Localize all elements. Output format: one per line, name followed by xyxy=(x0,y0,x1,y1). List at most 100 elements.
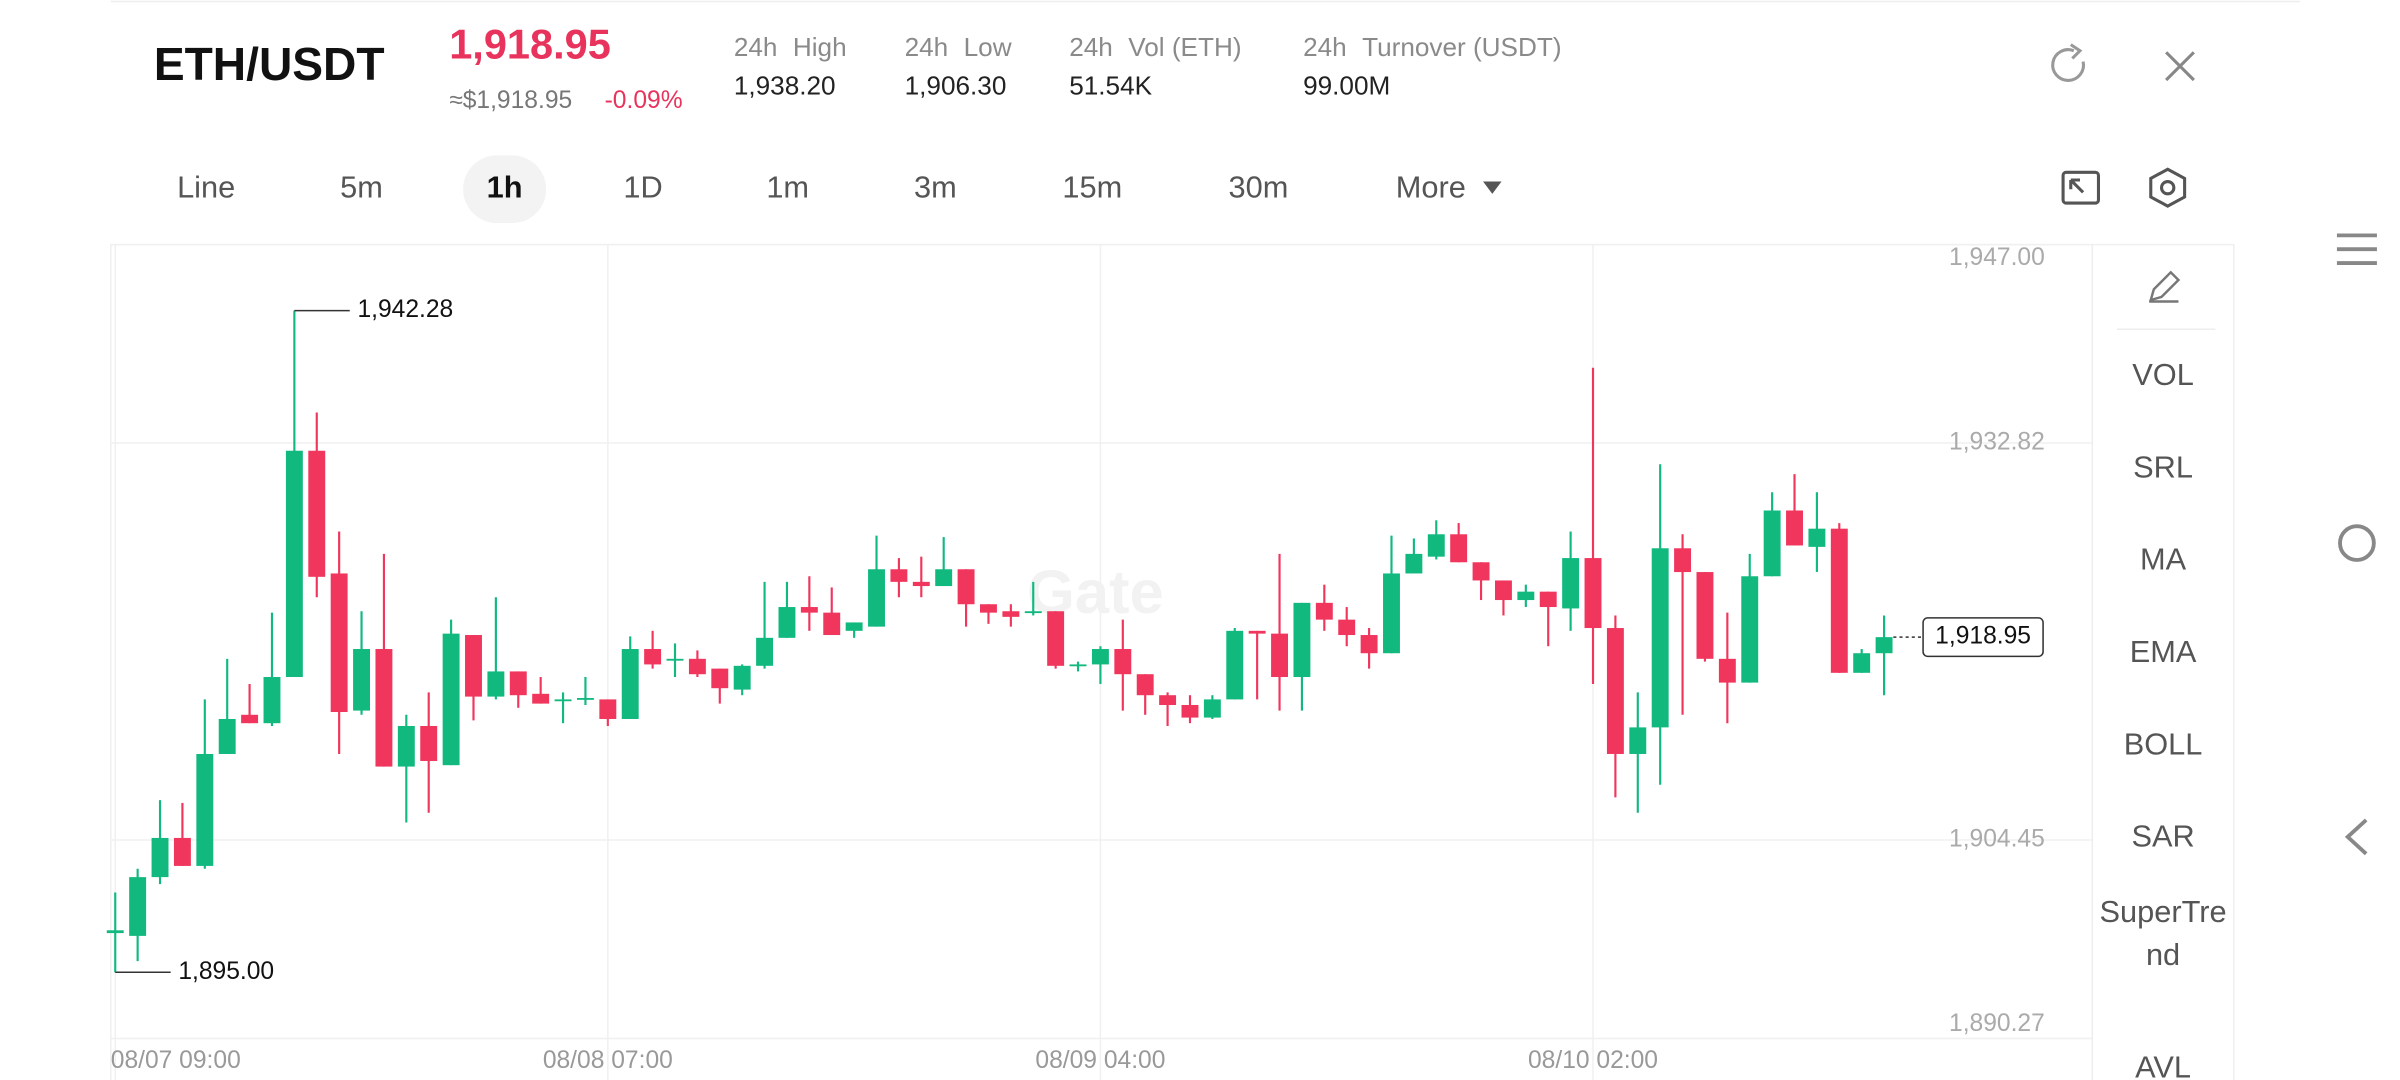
candle-body xyxy=(666,658,684,661)
candle-body xyxy=(442,633,460,766)
dropdown-caret xyxy=(1483,181,1502,194)
menu-button[interactable] xyxy=(2336,233,2377,265)
candle-body xyxy=(1315,602,1333,620)
price-tag-label: 1,918.95 xyxy=(1935,623,2031,650)
extreme-label: 1,895.00 xyxy=(178,958,274,985)
candle-body xyxy=(1293,602,1311,678)
candle-body xyxy=(1047,611,1065,666)
stats: 24h High 1,938.20 24h Low 1,906.30 24h Vol (ETH… xyxy=(734,32,1562,100)
stat-label: 24h Turnover (USDT) xyxy=(1303,32,1561,62)
refresh-button[interactable] xyxy=(2051,43,2086,82)
home-button[interactable] xyxy=(2338,524,2376,562)
candle-body xyxy=(957,569,975,605)
draw-tool-button[interactable] xyxy=(2148,270,2181,303)
candle-body xyxy=(1159,695,1177,705)
candle-body xyxy=(733,665,751,690)
candle-body xyxy=(487,671,505,697)
candle-body xyxy=(1763,510,1781,577)
candle-body xyxy=(218,718,236,754)
candle-body xyxy=(353,649,371,711)
interval-tab[interactable]: 15m xyxy=(1062,169,1122,204)
candle-body xyxy=(1024,611,1042,614)
indicator-list: VOL SRL MA EMA BOLL SAR SuperTre nd AVL xyxy=(2100,357,2227,1080)
candle-body xyxy=(1114,649,1132,675)
candle-body xyxy=(576,698,594,700)
candle-body xyxy=(173,837,191,866)
stat-value: 1,938.20 xyxy=(734,71,836,101)
x-tick-label: 08/10 02:00 xyxy=(1528,1047,1658,1074)
axis-labels: 1,947.00 1,932.82 1,904.45 1,890.27 08/07 09… xyxy=(111,244,2045,1074)
interval-tab[interactable]: More xyxy=(1396,169,1466,204)
interval-tab[interactable]: 1m xyxy=(766,169,809,204)
candle-body xyxy=(1494,580,1512,601)
settings-button[interactable] xyxy=(2149,167,2187,208)
candle-body xyxy=(1069,664,1087,667)
fiat-price: ≈$1,918.95 xyxy=(449,87,572,114)
interval-tab[interactable]: 1h xyxy=(487,169,523,204)
candle-body xyxy=(1606,628,1624,754)
candle-body xyxy=(241,714,259,724)
candle-body xyxy=(621,649,639,719)
candle-body xyxy=(285,450,303,678)
candle-body xyxy=(1136,674,1154,696)
candle-body xyxy=(1383,573,1400,654)
indicator-button[interactable]: MA xyxy=(2140,542,2187,577)
candle-body xyxy=(554,699,572,702)
candle-body xyxy=(1808,528,1826,547)
indicator-button[interactable]: BOLL xyxy=(2124,726,2203,761)
candle-body xyxy=(1091,649,1109,665)
candle-body xyxy=(375,649,393,767)
candle-body xyxy=(644,649,662,665)
candle-body xyxy=(599,699,617,719)
price-tag xyxy=(1922,617,2044,658)
y-tick-label: 1,904.45 xyxy=(1949,826,2045,853)
interval-tab[interactable]: 1D xyxy=(623,169,662,204)
candle-body xyxy=(1651,548,1669,728)
indicator-button[interactable]: EMA xyxy=(2130,634,2197,669)
indicator-button[interactable]: SAR xyxy=(2131,819,2194,854)
candle-body xyxy=(1786,510,1803,546)
back-button[interactable] xyxy=(2344,818,2368,856)
candle-body xyxy=(800,607,818,613)
price-change: -0.09% xyxy=(605,87,683,114)
candle-body xyxy=(1539,591,1557,608)
interval-tabs: Line 5m 1h 1D 1m 3m 15m 30m More xyxy=(177,155,1502,224)
close-button[interactable] xyxy=(2165,51,2195,82)
candle-body xyxy=(196,753,214,866)
candle-body xyxy=(1696,572,1714,659)
candle-body xyxy=(1271,633,1289,678)
candle-body xyxy=(106,930,124,934)
tab-highlight xyxy=(463,155,547,224)
candle-body xyxy=(1427,534,1445,557)
candle-body xyxy=(397,725,415,767)
y-tick-label: 1,947.00 xyxy=(1949,244,2045,271)
indicator-button[interactable]: VOL xyxy=(2132,357,2194,392)
interval-tab[interactable]: 5m xyxy=(340,169,383,204)
candle-body xyxy=(1472,562,1490,581)
candle-body xyxy=(1741,576,1759,683)
indicator-button[interactable]: SuperTre nd xyxy=(2100,894,2227,972)
stat-value: 99.00M xyxy=(1303,71,1390,101)
candle-body xyxy=(868,569,885,627)
candle-body xyxy=(151,837,169,878)
x-tick-label: 08/07 09:00 xyxy=(111,1047,241,1074)
interval-tab[interactable]: 30m xyxy=(1229,169,1289,204)
indicator-button[interactable]: AVL xyxy=(2135,1049,2191,1080)
candle-body xyxy=(1853,653,1871,673)
candle-body xyxy=(330,573,348,712)
interval-tab[interactable]: Line xyxy=(177,169,235,204)
stat-period: 24h xyxy=(1303,32,1347,62)
interval-tab[interactable]: 3m xyxy=(914,169,957,204)
fullscreen-button[interactable] xyxy=(2061,170,2100,205)
candle-body xyxy=(778,607,796,638)
stat-name: Vol (ETH) xyxy=(1128,32,1241,62)
stat-period: 24h xyxy=(734,32,778,62)
stat-period: 24h xyxy=(1069,32,1113,62)
indicator-button[interactable]: SRL xyxy=(2133,449,2193,484)
annotations: 1,942.28 1,895.00 1,918.95 xyxy=(115,296,2044,985)
stat-name: High xyxy=(793,32,847,62)
x-tick-label: 08/08 07:00 xyxy=(543,1047,673,1074)
candle-body xyxy=(1629,727,1647,754)
candle-body xyxy=(1360,635,1378,654)
